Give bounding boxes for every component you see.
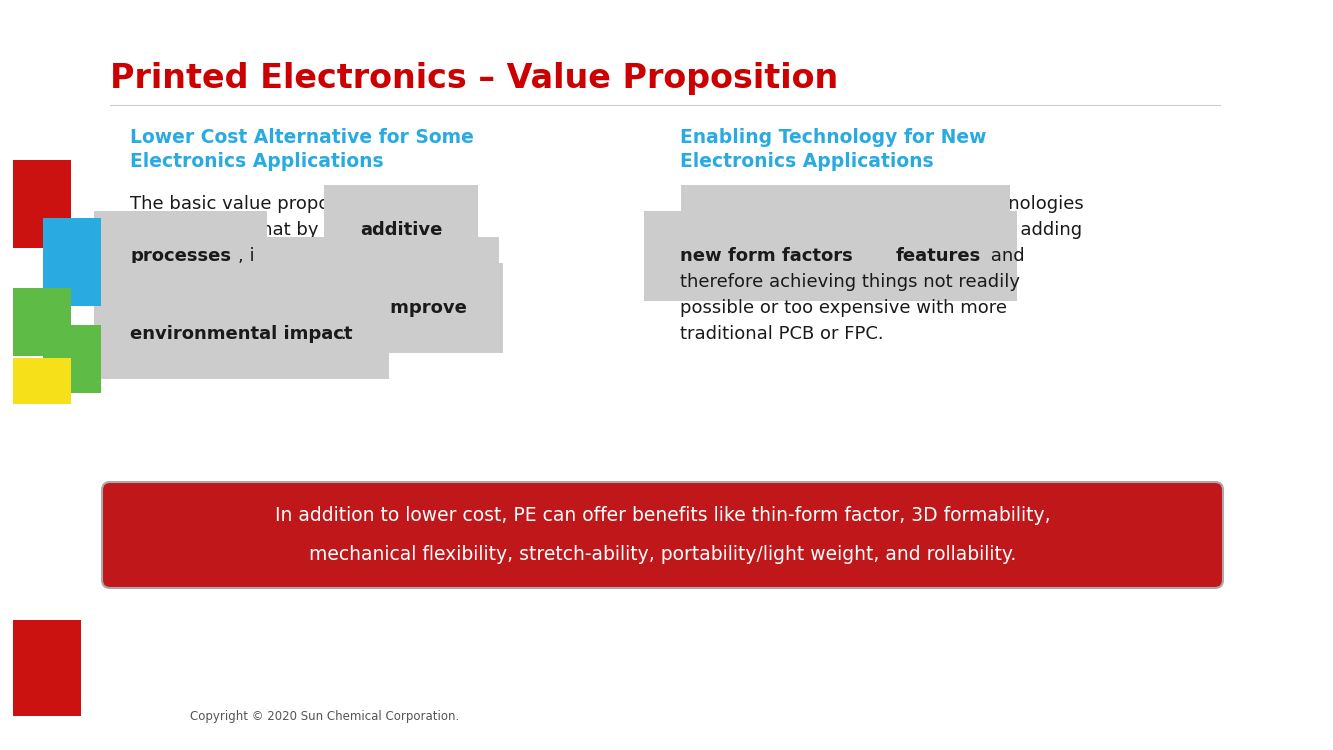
Text: Printed Electronics – Value Proposition: Printed Electronics – Value Proposition (111, 62, 838, 95)
Text: for: for (680, 221, 710, 239)
Text: In addition to lower cost, PE can offer benefits like thin-form factor, 3D forma: In addition to lower cost, PE can offer … (275, 506, 1050, 525)
Text: mechanical flexibility, stretch-ability, portability/light weight, and rollabili: mechanical flexibility, stretch-ability,… (309, 545, 1016, 564)
Bar (43, 218, 101, 306)
Text: therefore achieving things not readily: therefore achieving things not readily (680, 273, 1020, 291)
Text: and: and (985, 247, 1025, 265)
Text: cost of manufacture and improve: cost of manufacture and improve (131, 299, 467, 317)
Text: and: and (858, 247, 904, 265)
Text: processes, you can: processes, you can (131, 273, 308, 291)
Text: and: and (463, 273, 501, 291)
Text: Lower Cost Alternative for Some: Lower Cost Alternative for Some (131, 128, 473, 147)
Text: features: features (896, 247, 981, 265)
Text: .: . (340, 325, 345, 343)
Text: environmental impact: environmental impact (131, 325, 352, 343)
Text: , instead of subtractive: , instead of subtractive (239, 247, 447, 265)
Text: integration of electronics: integration of electronics (717, 221, 974, 239)
Text: electronics is that by using: electronics is that by using (131, 221, 379, 239)
Bar (13, 288, 71, 356)
Bar (13, 620, 81, 716)
Text: and adding: and adding (974, 221, 1082, 239)
Text: Electronics Applications: Electronics Applications (680, 152, 933, 171)
Text: The basic value proposition for printed: The basic value proposition for printed (131, 195, 480, 213)
Text: additive: additive (360, 221, 443, 239)
Text: Electronics Applications: Electronics Applications (131, 152, 384, 171)
Text: processes: processes (131, 247, 231, 265)
Text: new form factors: new form factors (680, 247, 853, 265)
Text: Enabling Technology for New: Enabling Technology for New (680, 128, 986, 147)
Bar (43, 325, 101, 393)
Bar (13, 160, 71, 248)
Bar (13, 358, 71, 404)
FancyBboxPatch shape (103, 482, 1222, 588)
Text: traditional PCB or FPC.: traditional PCB or FPC. (680, 325, 884, 343)
Text: PE also entails a lot of enabling technologies: PE also entails a lot of enabling techno… (680, 195, 1084, 213)
Text: lower complexity: lower complexity (291, 273, 464, 291)
Text: possible or too expensive with more: possible or too expensive with more (680, 299, 1006, 317)
Text: Copyright © 2020 Sun Chemical Corporation.: Copyright © 2020 Sun Chemical Corporatio… (191, 710, 460, 723)
